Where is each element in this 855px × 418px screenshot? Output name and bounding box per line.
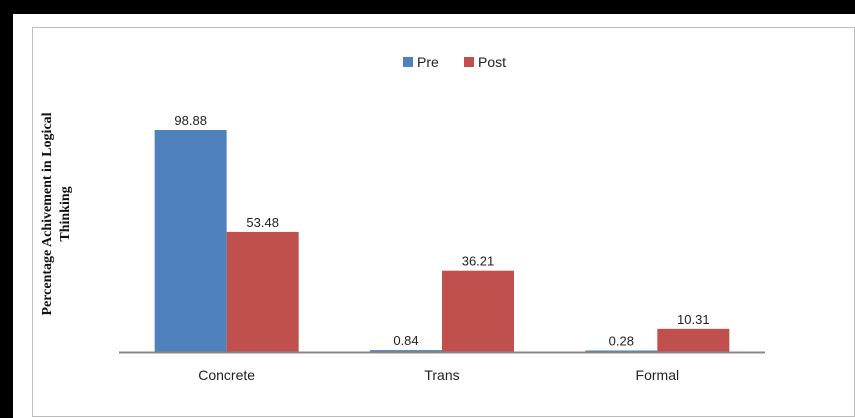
bar-pre-trans xyxy=(370,350,442,352)
legend-swatch-pre xyxy=(403,57,413,67)
data-label-pre-formal: 0.28 xyxy=(609,334,634,349)
y-axis-title: Percentage Achivement in Logical Thinkin… xyxy=(40,112,73,315)
data-label-post-formal: 10.31 xyxy=(677,312,710,327)
data-label-pre-trans: 0.84 xyxy=(393,333,418,348)
chart-frame: Percentage Achivement in Logical Thinkin… xyxy=(13,14,855,418)
bar-pre-formal xyxy=(585,350,658,352)
x-tick-label-concrete: Concrete xyxy=(198,367,255,383)
data-label-post-trans: 36.21 xyxy=(462,254,495,269)
data-labels: 98.88 53.48 0.84 36.21 0.28 10.31 xyxy=(174,113,709,349)
x-axis-ticks: Concrete Trans Formal xyxy=(198,367,679,383)
bar-pre-concrete xyxy=(154,130,227,352)
legend-label-pre: Pre xyxy=(417,54,439,70)
legend-label-post: Post xyxy=(478,54,506,70)
bar-post-formal xyxy=(657,328,730,352)
bar-chart: Percentage Achivement in Logical Thinkin… xyxy=(40,54,765,383)
y-axis-title-line-2: Thinking xyxy=(58,186,73,241)
x-tick-label-formal: Formal xyxy=(636,367,680,383)
x-tick-label-trans: Trans xyxy=(424,367,459,383)
y-axis-title-line-1: Percentage Achivement in Logical xyxy=(40,112,55,315)
bar-post-trans xyxy=(442,270,514,352)
legend: Pre Post xyxy=(403,54,506,70)
data-label-post-concrete: 53.48 xyxy=(246,215,279,230)
legend-swatch-post xyxy=(464,57,474,67)
bars xyxy=(154,130,730,352)
data-label-pre-concrete: 98.88 xyxy=(174,113,207,128)
bar-post-concrete xyxy=(226,231,299,352)
